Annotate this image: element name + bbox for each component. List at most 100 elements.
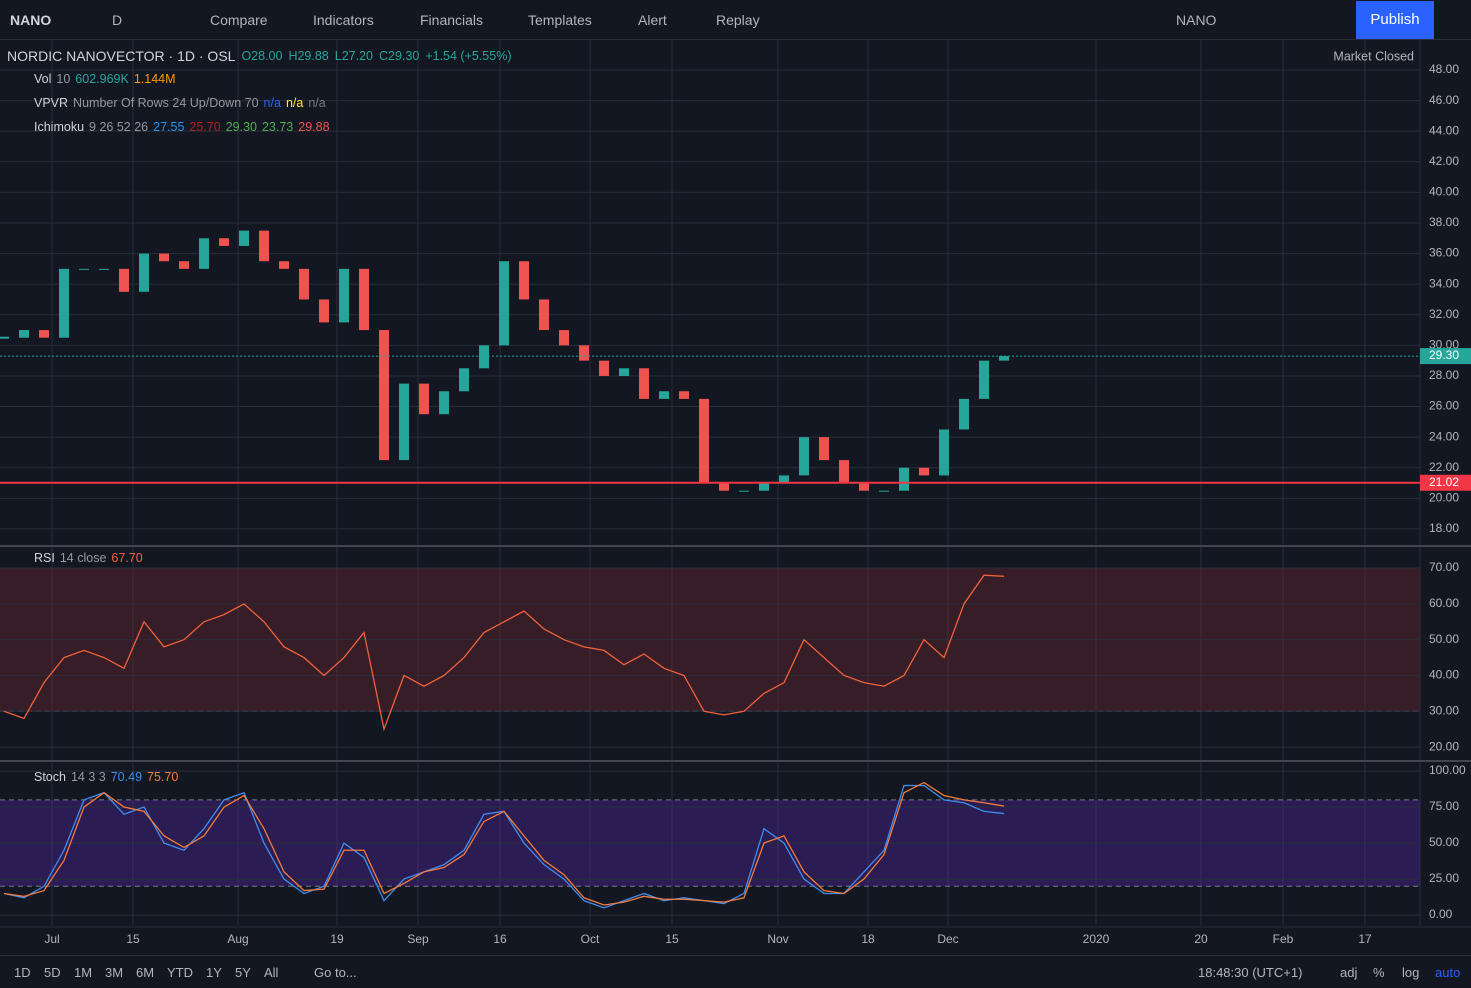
candle — [419, 383, 429, 415]
x-tick-label: Sep — [407, 932, 429, 946]
indicator-legend: VPVR Number Of Rows 24 Up/Down 70 n/a n/a n/… — [34, 96, 326, 110]
x-tick-label: Jul — [44, 932, 59, 946]
indicator-params: 10 — [56, 72, 70, 86]
indicator-value: 1.144M — [134, 72, 176, 86]
x-tick-label: 19 — [330, 932, 344, 946]
indicator-name: Stoch — [34, 770, 66, 784]
candle — [879, 490, 889, 492]
ohlc-value: O28.00 — [241, 49, 282, 63]
indicator-value: n/a — [264, 96, 281, 110]
y-tick-label: 20.00 — [1429, 491, 1459, 505]
y-tick-label: 60.00 — [1429, 596, 1459, 610]
candle — [199, 238, 209, 269]
publish-button[interactable]: Publish — [1356, 1, 1434, 39]
indicator-params: 14 close — [60, 551, 107, 565]
toolbar-item[interactable]: Financials — [420, 12, 484, 28]
candle — [259, 230, 269, 262]
range-button[interactable]: 1M — [74, 965, 93, 980]
indicator-value: 23.73 — [262, 120, 293, 134]
toolbar-item[interactable]: Indicators — [313, 12, 374, 28]
toolbar-item[interactable]: Templates — [528, 12, 592, 28]
range-button[interactable]: YTD — [167, 965, 193, 980]
ohlc-value: +1.54 (+5.55%) — [425, 49, 511, 63]
candle — [379, 330, 389, 461]
y-tick-label: 38.00 — [1429, 215, 1459, 229]
symbol-title: NORDIC NANOVECTOR · 1D · OSL — [7, 48, 236, 64]
y-tick-label: 26.00 — [1429, 399, 1459, 413]
candle — [619, 368, 629, 376]
candle — [99, 268, 109, 270]
x-tick-label: Feb — [1273, 932, 1294, 946]
go-to[interactable]: Go to... — [314, 965, 357, 980]
indicator-value: 67.70 — [111, 551, 142, 565]
x-tick-label: 15 — [665, 932, 679, 946]
candle — [539, 299, 549, 331]
bottom-bar: 1D 5D 1M 3M 6M YTD 1Y 5Y All Go to... 18:48:30 (UT… — [0, 955, 1471, 988]
range-button[interactable]: 1Y — [206, 965, 222, 980]
candle — [859, 483, 869, 491]
scale-option[interactable]: % — [1373, 965, 1385, 980]
range-button[interactable]: All — [264, 965, 279, 980]
candle — [519, 261, 529, 300]
y-tick-label: 32.00 — [1429, 307, 1459, 321]
candle — [479, 345, 489, 369]
candle — [439, 391, 449, 415]
candle — [659, 391, 669, 399]
range-button[interactable]: 1D — [14, 965, 31, 980]
scale-option[interactable]: log — [1402, 965, 1420, 980]
market-status: Market Closed — [1333, 49, 1414, 63]
toolbar-item[interactable]: Replay — [716, 12, 760, 28]
chart: Jul 15 Aug 19 Sep 16 Oct 15 Nov 18 Dec 2020 20 Feb 171… — [0, 40, 1471, 946]
candle — [679, 391, 689, 399]
range-button[interactable]: 5D — [44, 965, 61, 980]
x-tick-label: 18 — [861, 932, 875, 946]
scale-option[interactable]: auto — [1435, 965, 1461, 980]
indicator-name: VPVR — [34, 96, 68, 110]
candle — [899, 467, 909, 491]
range-button[interactable]: 5Y — [235, 965, 251, 980]
y-tick-label: 42.00 — [1429, 154, 1459, 168]
scale-option[interactable]: adj — [1340, 965, 1358, 980]
y-tick-label: 34.00 — [1429, 276, 1459, 290]
candle — [999, 356, 1009, 361]
layout-name[interactable]: NANO — [1176, 12, 1217, 28]
candle — [179, 261, 189, 269]
candle — [959, 398, 969, 430]
ohlc-value: C29.30 — [379, 49, 419, 63]
y-tick-label: 40.00 — [1429, 668, 1459, 682]
y-tick-label: 22.00 — [1429, 460, 1459, 474]
candle — [239, 230, 249, 246]
y-tick-label: 75.00 — [1429, 799, 1459, 813]
y-tick-label: 44.00 — [1429, 123, 1459, 137]
y-tick-label: 28.00 — [1429, 368, 1459, 382]
indicator-value: 75.70 — [147, 770, 178, 784]
indicator-value: 70.49 — [111, 770, 142, 784]
y-tick-label: 48.00 — [1429, 62, 1459, 76]
candle — [459, 368, 469, 392]
candle — [79, 268, 89, 270]
x-tick-label: Nov — [767, 932, 788, 946]
toolbar-item[interactable]: Compare — [210, 12, 268, 28]
candle — [399, 383, 409, 461]
candle — [19, 330, 29, 338]
y-tick-label: 46.00 — [1429, 93, 1459, 107]
y-tick-label: 0.00 — [1429, 907, 1453, 921]
symbol[interactable]: NANO — [10, 12, 52, 28]
range-button[interactable]: 3M — [105, 965, 124, 980]
x-tick-label: 17 — [1358, 932, 1372, 946]
candle — [159, 253, 169, 262]
candle — [119, 268, 129, 292]
toolbar-item[interactable]: Alert — [638, 12, 667, 28]
candle — [699, 398, 709, 484]
candle — [499, 261, 509, 346]
toolbar: NANO D Compare Indicators Financials Template… — [0, 0, 1471, 40]
candle — [739, 490, 749, 492]
candle — [219, 238, 229, 246]
range-button[interactable]: 6M — [136, 965, 155, 980]
interval[interactable]: D — [112, 12, 123, 28]
y-tick-label: 100.00 — [1429, 763, 1466, 777]
indicator-params: 14 3 3 — [71, 770, 106, 784]
candle — [839, 460, 849, 484]
indicator-value: n/a — [286, 96, 303, 110]
y-tick-label: 20.00 — [1429, 739, 1459, 753]
